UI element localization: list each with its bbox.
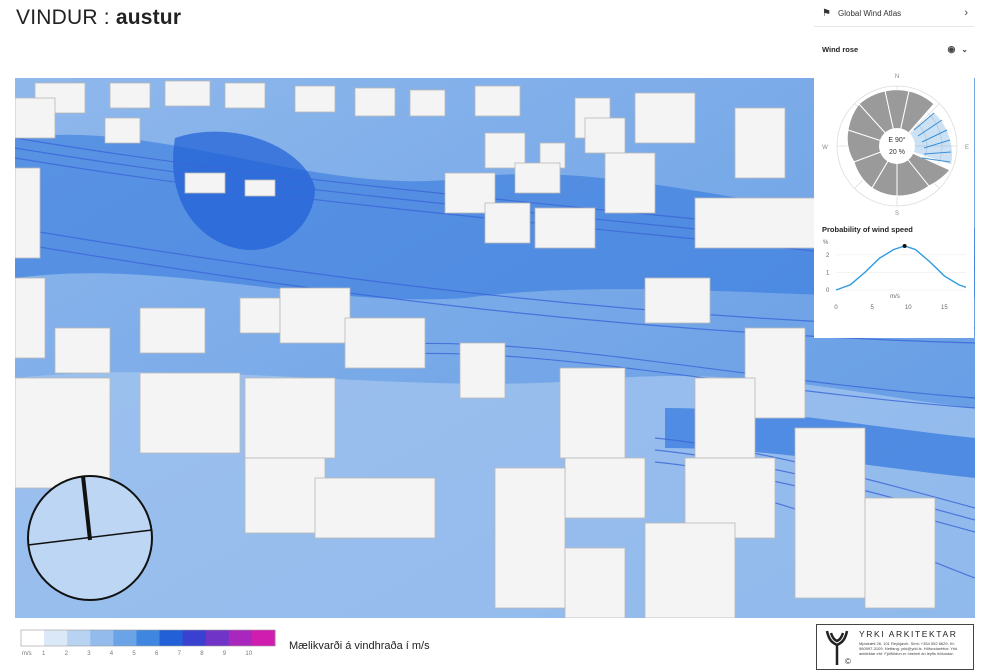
- x-tick-label: 5: [870, 305, 874, 311]
- flag-icon: ⚑: [822, 7, 831, 19]
- global-wind-atlas-link[interactable]: ⚑ Global Wind Atlas ›: [814, 0, 974, 27]
- wind-speed-title: Probability of wind speed: [822, 225, 913, 234]
- x-tick-label: 0: [834, 305, 838, 311]
- direction-compass: [27, 475, 153, 601]
- wind-rose-chart: E 90° 20 % N E S W: [822, 74, 969, 217]
- chevron-right-icon: ›: [964, 7, 968, 19]
- direction-n: N: [895, 74, 899, 80]
- wind-rose-title: Wind rose: [822, 44, 859, 54]
- eye-icon[interactable]: ◉: [947, 43, 956, 54]
- legend-tick-label: 6: [155, 651, 159, 657]
- legend-color-swatch: [251, 630, 276, 646]
- legend-color-swatch: [113, 630, 137, 646]
- legend-tick-label: 3: [87, 651, 91, 657]
- direction-w: W: [822, 145, 828, 151]
- legend-tick-label: 2: [65, 651, 69, 657]
- company-logo: YRKI ARKITEKTAR Mjóstræti 26, 101 Reykja…: [816, 624, 974, 670]
- wind-speed-peak-point: [902, 244, 907, 248]
- legend-color-swatch: [44, 630, 68, 646]
- legend-frame: [20, 629, 276, 647]
- direction-s: S: [895, 211, 899, 217]
- legend-unit: m/s: [22, 651, 32, 657]
- legend-color-swatch: [67, 630, 91, 646]
- legend-color-swatch: [182, 630, 207, 646]
- legend-color-swatch: [21, 630, 45, 646]
- legend-color-swatch: [136, 630, 161, 646]
- legend-color-swatch: [159, 630, 184, 646]
- legend-color-swatch: [205, 630, 230, 646]
- legend-tick-label: 7: [178, 651, 182, 657]
- legend-color-swatch: [228, 630, 253, 646]
- legend-tick-label: 8: [200, 651, 204, 657]
- y-tick-label: 2: [826, 253, 830, 259]
- wind-info-panel: Wind rose ◉ ⌄ E 90° 20 % N E: [814, 40, 974, 338]
- legend-tick-label: 1: [42, 651, 46, 657]
- legend-tick-label: 9: [223, 651, 227, 657]
- logo-name: YRKI ARKITEKTAR: [859, 629, 958, 639]
- wind-speed-series-line: [835, 245, 967, 291]
- x-tick-label: 10: [905, 305, 912, 311]
- legend-color-swatch: [90, 630, 114, 646]
- x-tick-label: 15: [941, 305, 948, 311]
- legend-tick-label: 10: [245, 651, 252, 657]
- y-tick-label: 0: [826, 288, 830, 294]
- wind-speed-legend: m/s 1 2 3 4 5 6 7 8 9 10: [17, 628, 277, 658]
- page-title: VINDUR : austur: [16, 6, 182, 29]
- legend-tick-label: 5: [132, 651, 136, 657]
- logo-address: Mjóstræti 26, 101 Reykjavík. Sími: +354 …: [859, 641, 958, 656]
- direction-e: E: [965, 145, 969, 151]
- wind-rose-center-percent: 20 %: [889, 149, 905, 156]
- chevron-down-icon[interactable]: ⌄: [961, 44, 968, 54]
- wind-rose-center-direction: E 90°: [888, 136, 905, 144]
- y-unit-label: %: [823, 240, 829, 246]
- y-tick-label: 1: [826, 270, 830, 276]
- wind-rose-header[interactable]: Wind rose ◉ ⌄: [814, 40, 974, 58]
- x-unit-label: m/s: [890, 294, 900, 300]
- yrki-emblem: [825, 630, 849, 665]
- copyright-symbol: ©: [845, 657, 851, 666]
- legend-tick-label: 4: [110, 651, 114, 657]
- legend-caption: Mælikvarði á vindhraða í m/s: [289, 640, 430, 652]
